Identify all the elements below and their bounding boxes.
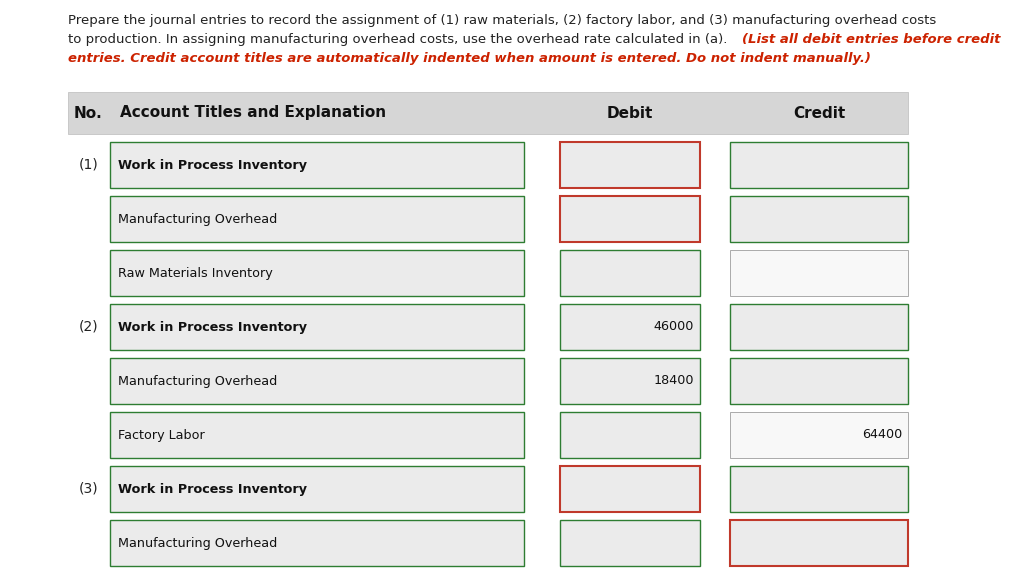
Text: 18400: 18400 [653, 374, 694, 388]
FancyBboxPatch shape [730, 304, 908, 350]
FancyBboxPatch shape [730, 412, 908, 458]
Text: entries. Credit account titles are automatically indented when amount is entered: entries. Credit account titles are autom… [68, 52, 870, 65]
Text: (2): (2) [79, 320, 98, 334]
FancyBboxPatch shape [730, 250, 908, 296]
FancyBboxPatch shape [110, 358, 524, 404]
Text: (3): (3) [79, 482, 98, 496]
FancyBboxPatch shape [110, 304, 524, 350]
FancyBboxPatch shape [110, 466, 524, 512]
Text: Manufacturing Overhead: Manufacturing Overhead [118, 374, 278, 388]
FancyBboxPatch shape [730, 358, 908, 404]
FancyBboxPatch shape [730, 466, 908, 512]
Text: Factory Labor: Factory Labor [118, 429, 205, 442]
FancyBboxPatch shape [730, 142, 908, 188]
Text: Work in Process Inventory: Work in Process Inventory [118, 158, 307, 172]
Text: Prepare the journal entries to record the assignment of (1) raw materials, (2) f: Prepare the journal entries to record th… [68, 14, 936, 27]
FancyBboxPatch shape [560, 250, 700, 296]
FancyBboxPatch shape [560, 196, 700, 242]
FancyBboxPatch shape [560, 412, 700, 458]
Text: (1): (1) [79, 158, 99, 172]
Text: Credit: Credit [793, 105, 845, 120]
FancyBboxPatch shape [730, 520, 908, 566]
Text: Account Titles and Explanation: Account Titles and Explanation [120, 105, 386, 120]
FancyBboxPatch shape [730, 196, 908, 242]
Text: No.: No. [74, 105, 102, 120]
Text: Manufacturing Overhead: Manufacturing Overhead [118, 213, 278, 226]
Text: (List all debit entries before credit: (List all debit entries before credit [742, 33, 1000, 46]
Text: 64400: 64400 [862, 429, 902, 442]
Text: Manufacturing Overhead: Manufacturing Overhead [118, 536, 278, 549]
FancyBboxPatch shape [68, 92, 908, 134]
FancyBboxPatch shape [560, 304, 700, 350]
Text: 46000: 46000 [653, 320, 694, 333]
FancyBboxPatch shape [560, 358, 700, 404]
Text: Raw Materials Inventory: Raw Materials Inventory [118, 267, 272, 279]
FancyBboxPatch shape [560, 142, 700, 188]
Text: to production. In assigning manufacturing overhead costs, use the overhead rate : to production. In assigning manufacturin… [68, 33, 731, 46]
Text: Debit: Debit [607, 105, 653, 120]
FancyBboxPatch shape [110, 250, 524, 296]
Text: Work in Process Inventory: Work in Process Inventory [118, 482, 307, 495]
FancyBboxPatch shape [110, 142, 524, 188]
FancyBboxPatch shape [560, 466, 700, 512]
FancyBboxPatch shape [560, 520, 700, 566]
FancyBboxPatch shape [110, 412, 524, 458]
FancyBboxPatch shape [110, 196, 524, 242]
FancyBboxPatch shape [110, 520, 524, 566]
Text: Work in Process Inventory: Work in Process Inventory [118, 320, 307, 333]
